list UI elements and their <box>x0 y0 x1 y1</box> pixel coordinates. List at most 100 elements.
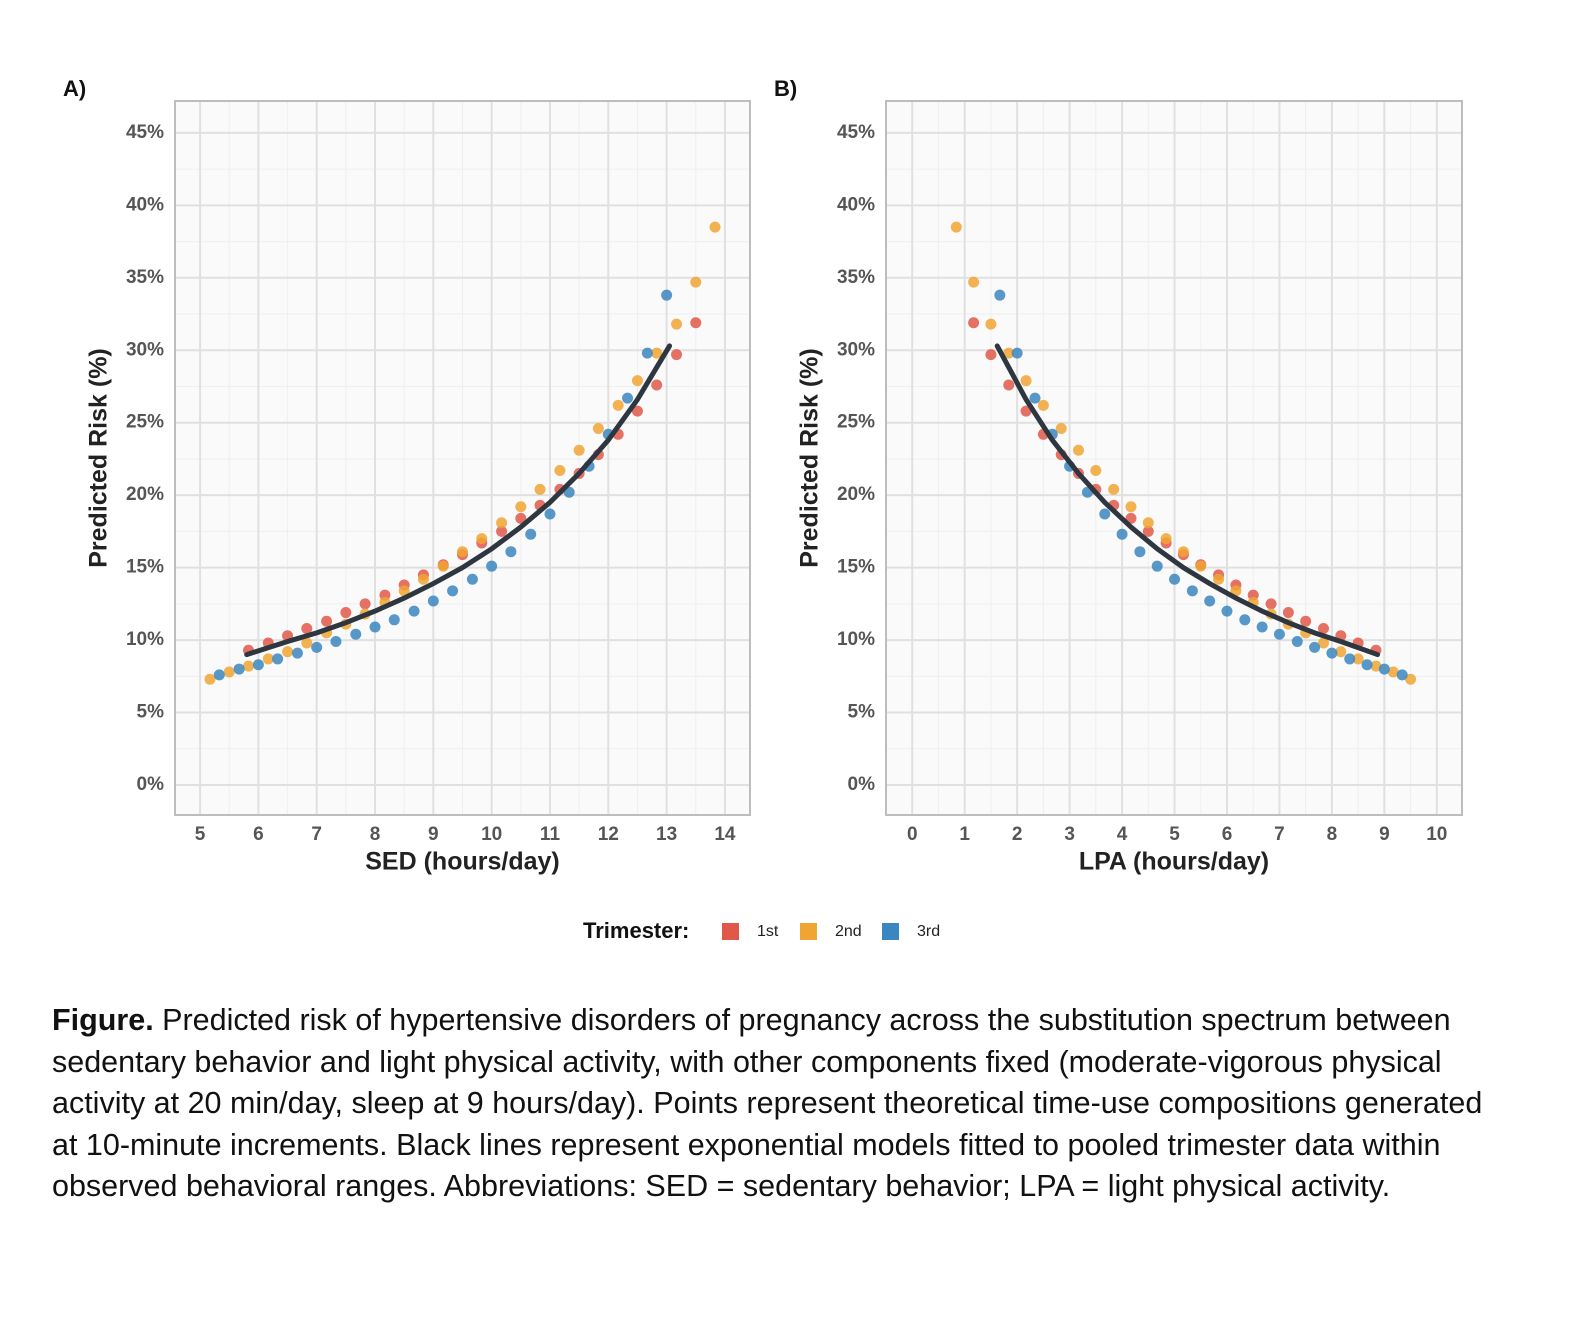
data-point <box>1037 399 1049 411</box>
data-point <box>262 653 274 665</box>
data-point <box>476 533 488 545</box>
data-point <box>427 595 439 607</box>
data-point <box>661 289 673 301</box>
data-point <box>1361 659 1373 671</box>
data-point <box>457 546 468 558</box>
y-tick-label: 45% <box>126 122 164 143</box>
data-point <box>359 598 371 610</box>
x-tick-label: 13 <box>656 824 677 845</box>
data-point <box>671 349 683 361</box>
data-point <box>968 276 980 288</box>
data-point <box>1099 508 1111 520</box>
data-point <box>204 673 216 685</box>
y-tick-label: 10% <box>126 629 164 650</box>
data-point <box>631 375 643 387</box>
data-point <box>505 546 517 558</box>
y-tick-label: 5% <box>848 702 876 723</box>
data-point <box>398 585 410 597</box>
data-point <box>1291 636 1303 648</box>
y-tick-label: 25% <box>837 412 875 433</box>
data-point <box>301 622 313 634</box>
caption: Figure. Predicted risk of hypertensive d… <box>52 1000 1492 1208</box>
y-tick-label: 35% <box>837 267 875 288</box>
data-point <box>592 423 604 435</box>
data-point <box>1335 646 1347 658</box>
data-point <box>968 317 980 329</box>
x-tick-label: 5 <box>1169 824 1180 845</box>
data-point <box>1177 546 1189 558</box>
y-tick-label: 20% <box>126 484 164 505</box>
x-axis-title: SED (hours/day) <box>365 848 559 876</box>
data-point <box>651 347 663 359</box>
data-point <box>388 614 400 626</box>
data-point <box>534 483 546 495</box>
data-point <box>985 318 997 330</box>
data-point <box>994 289 1006 301</box>
x-tick-label: 11 <box>540 824 561 845</box>
data-point <box>1151 560 1163 572</box>
y-tick-label: 35% <box>126 267 164 288</box>
y-tick-label: 30% <box>837 339 875 360</box>
data-point <box>408 605 420 617</box>
data-point <box>1073 444 1085 456</box>
x-tick-label: 14 <box>714 824 736 845</box>
caption-text: Predicted risk of hypertensive disorders… <box>52 1003 1483 1203</box>
y-axis-title: Predicted Risk (%) <box>85 348 113 568</box>
data-point <box>525 528 537 540</box>
data-point <box>350 628 362 640</box>
data-point <box>1265 598 1277 610</box>
data-point <box>233 663 245 675</box>
x-tick-label: 6 <box>1222 824 1233 845</box>
data-point <box>671 318 683 330</box>
data-point <box>1116 528 1128 540</box>
data-point <box>417 573 429 585</box>
data-point <box>301 637 313 649</box>
data-point <box>466 573 478 585</box>
x-tick-label: 8 <box>1327 824 1338 845</box>
data-point <box>311 641 323 653</box>
legend-swatch <box>882 923 899 940</box>
y-tick-label: 15% <box>837 557 875 578</box>
plot-border <box>885 100 1463 816</box>
x-tick-label: 12 <box>598 824 619 845</box>
y-tick-label: 20% <box>837 484 875 505</box>
data-point <box>1239 614 1251 626</box>
legend-swatch <box>722 923 739 940</box>
figure: 0%5%10%15%20%25%30%35%40%45%5 6 7 8 9 10 11 12 1… <box>63 76 1463 943</box>
data-point <box>486 560 498 572</box>
x-tick-label: 9 <box>1379 824 1390 845</box>
data-point <box>213 669 225 681</box>
y-tick-label: 25% <box>126 412 164 433</box>
data-point <box>641 347 653 359</box>
x-tick-label: 9 <box>428 824 439 845</box>
data-point <box>447 585 459 597</box>
data-point <box>1300 615 1312 627</box>
data-point <box>1029 392 1041 404</box>
y-tick-label: 40% <box>837 194 875 215</box>
data-point <box>1344 653 1356 665</box>
y-tick-label: 10% <box>837 629 875 650</box>
data-point <box>1134 546 1146 558</box>
x-tick-label: 0 <box>907 824 918 845</box>
data-point <box>1011 347 1023 359</box>
x-tick-label: 3 <box>1064 824 1075 845</box>
data-point <box>272 653 284 665</box>
x-tick-label: 10 <box>1426 824 1447 845</box>
data-point <box>437 560 449 572</box>
data-point <box>242 660 254 672</box>
data-point <box>321 615 333 627</box>
data-point <box>573 444 585 456</box>
legend-swatch <box>800 923 817 940</box>
x-tick-label: 4 <box>1117 824 1128 845</box>
data-point <box>1142 525 1154 537</box>
data-point <box>1108 483 1120 495</box>
data-point <box>1003 379 1015 391</box>
data-point <box>690 317 702 329</box>
data-point <box>1213 573 1225 585</box>
legend-label: 3rd <box>917 923 940 940</box>
data-point <box>1160 533 1172 545</box>
x-tick-label: 6 <box>253 824 264 845</box>
data-point <box>282 646 294 658</box>
data-point <box>1309 641 1321 653</box>
